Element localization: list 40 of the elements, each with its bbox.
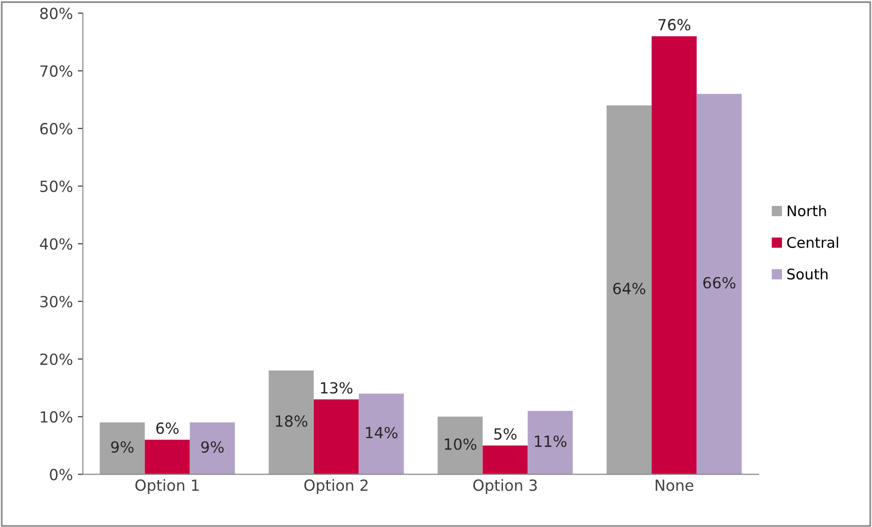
data-label: 9% [201, 441, 224, 453]
y-tick-label: 30% [40, 296, 72, 308]
data-label: 6% [156, 422, 179, 434]
data-label: 9% [111, 441, 134, 453]
y-tick-label: 40% [40, 238, 72, 250]
bar [268, 370, 314, 474]
legend-label: Central [787, 236, 838, 248]
data-label: 64% [613, 282, 646, 294]
x-tick-label: None [656, 480, 694, 491]
bar [696, 94, 742, 474]
bar [358, 394, 404, 474]
data-label: 13% [320, 382, 352, 394]
bar [606, 105, 652, 474]
y-tick-label: 50% [40, 180, 72, 192]
data-label: 76% [658, 18, 690, 30]
y-tick-label: 0% [50, 468, 72, 480]
y-tick-label: 20% [40, 353, 72, 366]
bar [482, 445, 528, 474]
data-label: 14% [366, 426, 398, 438]
bar [190, 422, 235, 474]
legend-label: North [788, 205, 826, 216]
y-tick-label: 10% [40, 411, 72, 423]
y-tick-label: 60% [40, 122, 72, 134]
data-label: 11% [534, 435, 566, 448]
data-label: 18% [276, 415, 308, 427]
data-label: 10% [444, 438, 476, 450]
bar [652, 36, 697, 474]
y-tick-label: 80% [40, 8, 72, 20]
x-tick-label: Option 1 [135, 479, 199, 494]
x-tick-label: Option 2 [304, 479, 368, 494]
data-label: 66% [703, 276, 736, 289]
bar [438, 416, 483, 474]
bar [314, 399, 359, 474]
legend-label: South [787, 268, 828, 280]
bar [144, 440, 190, 474]
bar [528, 410, 573, 474]
y-tick-label: 70% [40, 65, 72, 77]
bar [100, 422, 145, 474]
x-tick-label: Option 3 [473, 479, 537, 494]
data-label: 5% [494, 428, 516, 440]
